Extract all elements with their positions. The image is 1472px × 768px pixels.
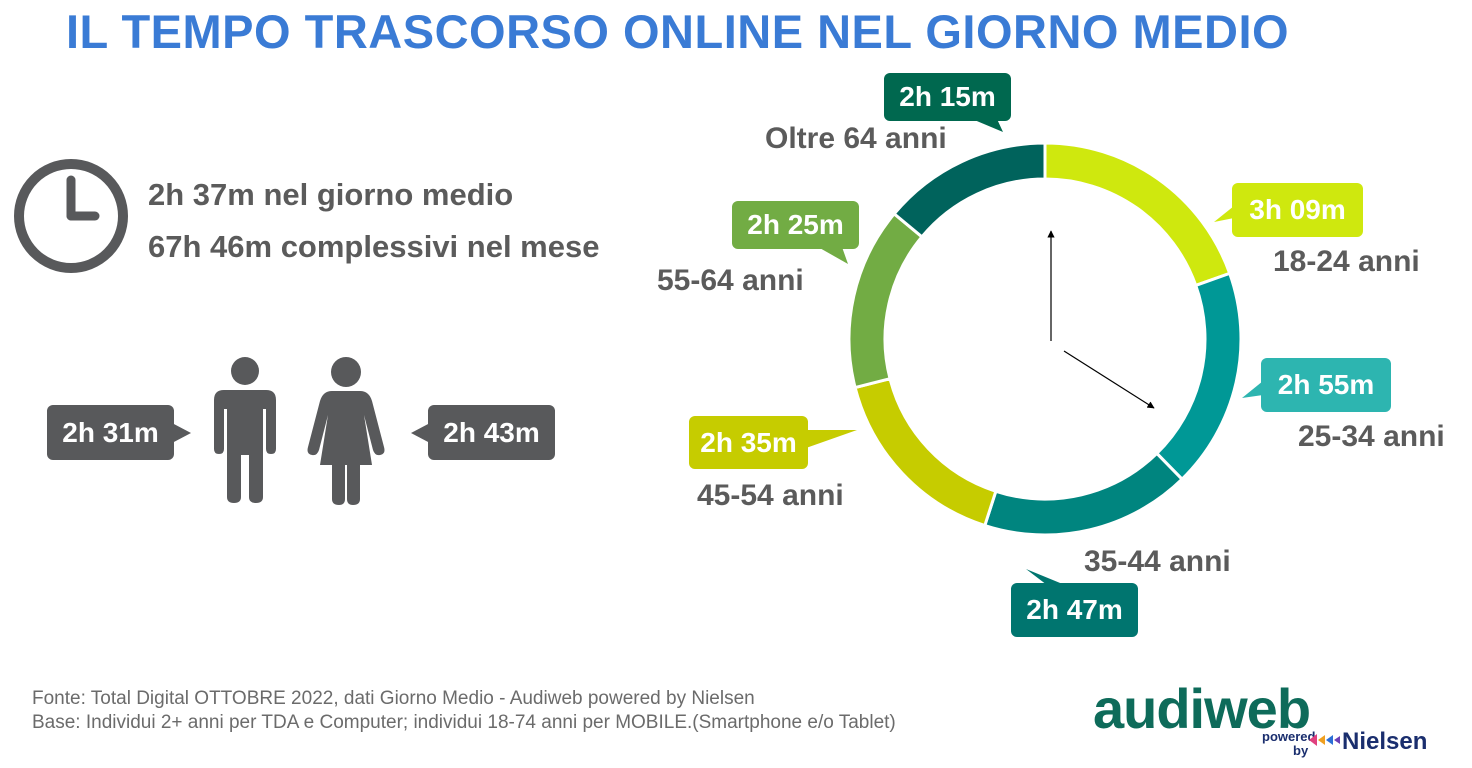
age-bubble-tail-1 xyxy=(1242,381,1263,398)
age-value-label: 2h 35m xyxy=(700,426,797,458)
nielsen-mark-icon xyxy=(1309,734,1340,746)
age-value-bubble-2: 2h 47m xyxy=(1011,583,1138,637)
age-value-label: 3h 09m xyxy=(1249,194,1346,225)
age-category-label: 25-34 anni xyxy=(1298,420,1445,453)
age-value-bubble-4: 2h 25m xyxy=(732,201,859,249)
age-value-bubble-1: 2h 55m xyxy=(1261,358,1391,412)
age-value-bubble-5: 2h 15m xyxy=(884,73,1011,121)
age-value-label: 2h 47m xyxy=(1026,594,1123,625)
audiweb-logo: audiweb xyxy=(1093,677,1311,740)
age-category-label: 55-64 anni xyxy=(657,264,804,297)
logo-by-text: by xyxy=(1293,743,1309,758)
age-bubble-tail-3 xyxy=(806,430,857,448)
male-time-value: 2h 31m xyxy=(62,416,159,448)
age-bubble-tail-4 xyxy=(818,247,848,264)
age-bubble-tail-2 xyxy=(1026,569,1065,585)
monthly-time-text: 67h 46m complessivi nel mese xyxy=(148,229,600,264)
female-bubble-tail xyxy=(411,423,430,443)
male-time-bubble: 2h 31m xyxy=(47,405,174,460)
daily-time-text: 2h 37m nel giorno medio xyxy=(148,177,514,212)
female-time-value: 2h 43m xyxy=(443,416,540,448)
age-category-label: Oltre 64 anni xyxy=(765,122,947,155)
nielsen-logo: Nielsen xyxy=(1342,728,1428,755)
donut-segment-5 xyxy=(892,141,1047,239)
logo-powered-text: powered xyxy=(1262,729,1316,744)
clock-hour-hand xyxy=(1063,350,1155,409)
age-category-label: 45-54 anni xyxy=(697,479,844,512)
age-value-label: 2h 25m xyxy=(747,209,844,240)
base-note: Base: Individui 2+ anni per TDA e Comput… xyxy=(32,712,896,733)
age-value-label: 2h 15m xyxy=(899,81,996,112)
age-value-bubble-0: 3h 09m xyxy=(1232,183,1363,237)
age-category-label: 35-44 anni xyxy=(1084,545,1231,578)
male-icon xyxy=(214,357,276,503)
female-time-bubble: 2h 43m xyxy=(428,405,555,460)
female-icon xyxy=(307,357,385,505)
page-title: IL TEMPO TRASCORSO ONLINE NEL GIORNO MED… xyxy=(66,5,1290,58)
age-value-label: 2h 55m xyxy=(1277,369,1375,400)
age-bubble-tail-5 xyxy=(972,119,1003,132)
clock-icon xyxy=(14,159,128,273)
male-bubble-tail xyxy=(172,423,191,443)
source-note: Fonte: Total Digital OTTOBRE 2022, dati … xyxy=(32,688,755,709)
age-bubble-tail-0 xyxy=(1214,206,1234,222)
age-category-label: 18-24 anni xyxy=(1273,245,1420,278)
age-value-bubble-3: 2h 35m xyxy=(689,416,808,469)
